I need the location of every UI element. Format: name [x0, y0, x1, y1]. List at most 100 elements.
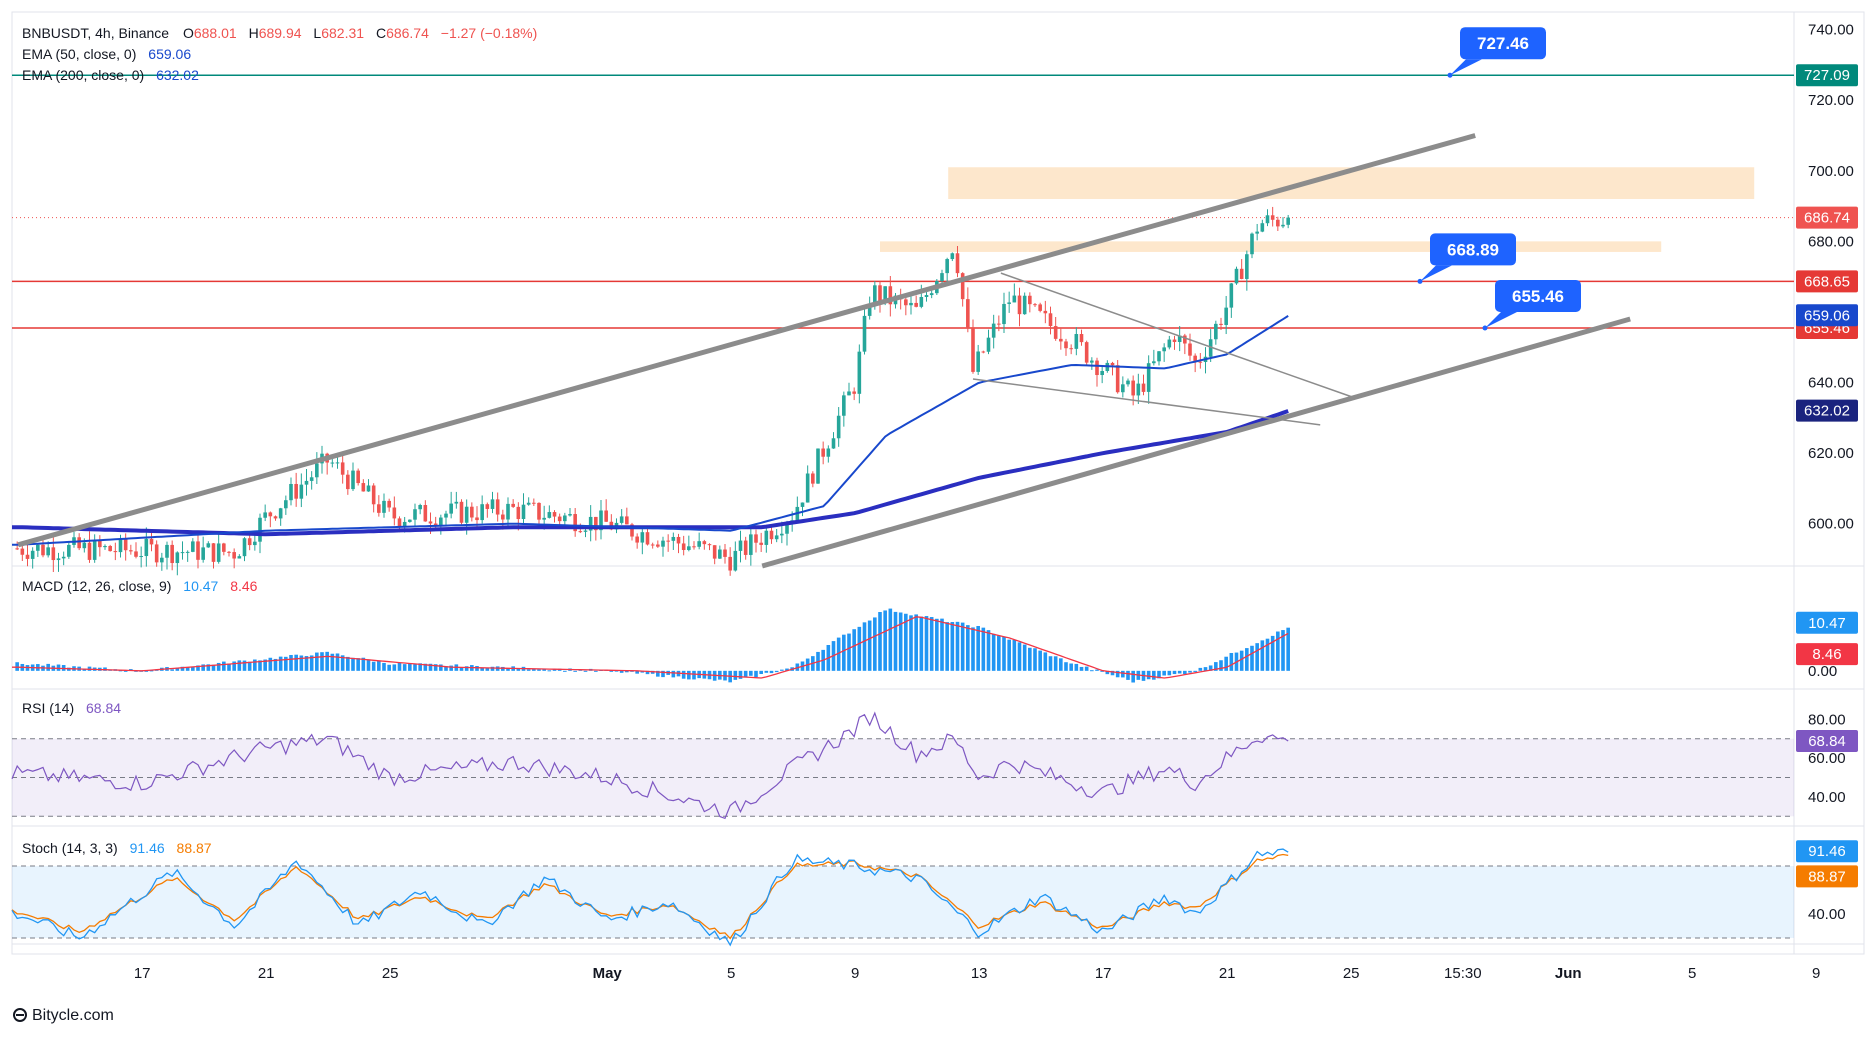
macd-bar-51: [278, 656, 283, 671]
macd-bar-110: [583, 670, 588, 672]
price-tick-7: 600.00: [1808, 516, 1854, 533]
candle-body-156: [821, 448, 825, 457]
candle-body-15: [92, 540, 97, 560]
candle-body-207: [1084, 342, 1089, 363]
candle-body-23: [134, 551, 138, 557]
ema50-badge-label: 659.06: [1804, 307, 1850, 324]
macd-bar-219: [1146, 670, 1151, 680]
close-value: 686.74: [386, 25, 429, 41]
candle-body-46: [253, 541, 257, 546]
candle-body-143: [754, 534, 758, 543]
macd-bar-21: [123, 670, 128, 672]
candle-body-131: [692, 546, 696, 548]
candle-body-159: [836, 415, 841, 439]
candle-body-203: [1064, 341, 1068, 349]
candle-body-101: [537, 502, 541, 520]
macd-bar-214: [1121, 670, 1125, 678]
candle-body-152: [800, 502, 805, 507]
candle-body-202: [1059, 338, 1063, 342]
candle-body-206: [1079, 334, 1084, 343]
macd-bar-106: [563, 670, 567, 672]
time-tick-2: 25: [382, 965, 399, 982]
macd-bar-192: [1007, 639, 1011, 671]
candlestick-series: [15, 206, 1290, 576]
candle-body-109: [578, 531, 583, 533]
candle-body-149: [785, 523, 789, 534]
macd-bar-227: [1188, 670, 1192, 673]
candle-body-224: [1172, 339, 1177, 342]
macd-bar-170: [893, 611, 898, 671]
macd-bar-101: [537, 669, 541, 671]
candle-body-197: [1033, 304, 1037, 306]
last-price-badge-label: 686.74: [1804, 210, 1850, 227]
candle-body-231: [1208, 339, 1213, 357]
candle-body-121: [640, 532, 645, 543]
candle-body-189: [991, 323, 996, 338]
candle-body-177: [929, 293, 934, 296]
macd-bar-216: [1131, 670, 1135, 683]
candle-body-135: [712, 545, 717, 559]
macd-bar-148: [780, 669, 784, 671]
ema50-label: EMA (50, close, 0): [22, 46, 136, 62]
candle-body-117: [619, 516, 624, 523]
macd-bar-180: [945, 622, 949, 671]
candle-body-246: [1286, 217, 1290, 225]
rsi-tick-0: 80.00: [1808, 711, 1846, 728]
candle-body-21: [123, 538, 128, 551]
candle-body-219: [1146, 363, 1151, 392]
wedge-lower-line: [972, 378, 1321, 426]
candle-body-138: [728, 556, 732, 571]
macd-bar-44: [242, 660, 247, 671]
macd-bar-241: [1260, 640, 1265, 671]
macd-bar-42: [232, 661, 236, 671]
time-tick-13: 9: [1812, 965, 1820, 982]
candle-body-172: [904, 299, 908, 306]
candle-body-229: [1198, 361, 1203, 363]
candle-body-196: [1028, 295, 1032, 305]
macd-bar-149: [785, 668, 789, 671]
macd-bar-183: [960, 622, 965, 671]
macd-bar-229: [1198, 667, 1203, 671]
candle-body-37: [206, 543, 211, 548]
time-tick-3: May: [593, 965, 623, 982]
macd-bar-172: [904, 613, 908, 671]
macd-bar-179: [940, 618, 944, 671]
macd-bar-205: [1074, 663, 1079, 671]
macd-bar-41: [227, 663, 231, 671]
candle-body-58: [315, 463, 319, 478]
macd-bar-48: [263, 659, 267, 671]
macd-bar-203: [1064, 662, 1068, 671]
macd-bar-71: [382, 662, 386, 671]
candle-body-174: [914, 302, 918, 307]
macd-bar-165: [867, 620, 872, 671]
candle-body-169: [888, 286, 893, 305]
stoch-k-badge-box: [1796, 840, 1858, 863]
macd-bar-104: [552, 669, 557, 671]
candle-body-50: [273, 516, 278, 519]
candle-body-123: [650, 544, 655, 546]
supply-zones: [880, 167, 1755, 252]
candle-body-199: [1043, 310, 1048, 314]
macd-badge-label: 10.47: [1808, 615, 1846, 632]
macd-bar-61: [330, 653, 335, 671]
candle-body-184: [966, 299, 970, 328]
svg-text:EMA (50, close, 0) 659.0: EMA (50, close, 0) 659.06: [22, 46, 191, 62]
candle-body-94: [501, 514, 505, 520]
macd-bar-198: [1038, 650, 1042, 671]
time-tick-7: 17: [1095, 965, 1112, 982]
candle-body-111: [588, 516, 593, 531]
candle-body-146: [769, 530, 774, 540]
candle-body-183: [960, 273, 965, 300]
macd-bar-177: [929, 617, 934, 671]
stoch-k-line: [11, 848, 1289, 947]
candle-body-104: [552, 512, 557, 517]
macd-bar-75: [402, 664, 407, 671]
macd-bar-79: [423, 663, 428, 671]
candle-body-88: [470, 506, 474, 518]
candle-body-98: [521, 504, 526, 520]
macd-bar-36: [201, 664, 205, 671]
macd-bar-178: [935, 618, 939, 671]
macd-bar-184: [966, 625, 970, 671]
candle-body-141: [743, 540, 748, 555]
